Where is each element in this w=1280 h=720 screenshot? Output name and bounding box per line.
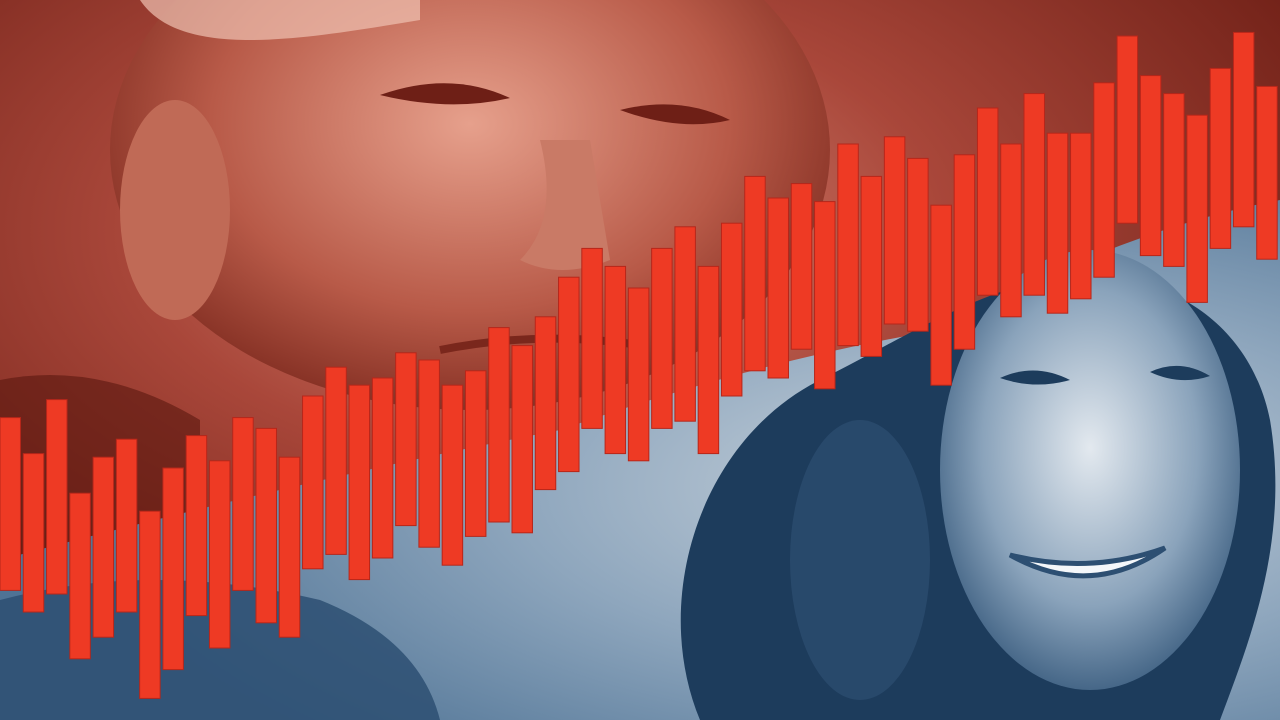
red-bar bbox=[814, 201, 836, 390]
red-bar bbox=[115, 438, 138, 613]
red-bar bbox=[674, 226, 696, 422]
red-bar bbox=[185, 435, 208, 617]
red-bar bbox=[790, 183, 813, 350]
red-bar bbox=[395, 352, 417, 527]
man-right-eye bbox=[620, 104, 730, 125]
red-bar bbox=[441, 384, 464, 566]
red-bar bbox=[883, 136, 906, 325]
red-bar bbox=[255, 427, 277, 624]
red-bar bbox=[92, 456, 115, 638]
man-left-eye bbox=[380, 83, 510, 105]
woman-left-eye bbox=[1000, 370, 1070, 385]
man-hair bbox=[140, 0, 420, 40]
red-bar bbox=[1093, 82, 1115, 278]
red-bar bbox=[1256, 85, 1278, 260]
red-bar bbox=[139, 510, 161, 699]
woman-smile bbox=[1008, 545, 1167, 579]
red-bar bbox=[837, 143, 859, 347]
red-bar bbox=[1116, 35, 1139, 224]
woman-curls bbox=[790, 420, 930, 700]
red-bar bbox=[767, 197, 789, 379]
red-bar bbox=[860, 175, 883, 357]
red-bar bbox=[651, 247, 673, 429]
red-bar bbox=[488, 327, 510, 523]
woman-face bbox=[940, 250, 1240, 690]
red-bar bbox=[558, 276, 580, 473]
red-bar bbox=[46, 399, 68, 595]
red-bar bbox=[348, 384, 371, 581]
red-bar bbox=[1186, 114, 1208, 303]
red-bar bbox=[930, 204, 952, 386]
red-bar bbox=[1023, 93, 1045, 296]
red-bar bbox=[325, 366, 347, 555]
red-bar bbox=[22, 453, 45, 613]
man-ear bbox=[120, 100, 230, 320]
red-bar bbox=[511, 345, 533, 534]
red-bar bbox=[162, 467, 184, 671]
red-bar bbox=[1046, 132, 1069, 314]
red-bar bbox=[69, 492, 91, 660]
red-bar bbox=[953, 154, 976, 350]
red-bar bbox=[720, 222, 743, 397]
red-bar bbox=[232, 417, 254, 591]
man-face bbox=[110, 0, 830, 410]
red-bar bbox=[1070, 132, 1092, 300]
red-bar bbox=[418, 359, 440, 548]
red-bar bbox=[976, 107, 999, 296]
man-nose bbox=[520, 140, 610, 270]
red-bar bbox=[744, 175, 766, 372]
red-bar bbox=[1000, 143, 1022, 318]
red-bar bbox=[464, 370, 487, 537]
red-bar bbox=[581, 247, 603, 429]
red-bar bbox=[1163, 93, 1185, 267]
woman-right-eye bbox=[1150, 365, 1210, 381]
red-bar bbox=[0, 417, 21, 591]
red-bar bbox=[1232, 31, 1255, 228]
red-bar bbox=[208, 460, 231, 649]
red-bar bbox=[907, 157, 929, 332]
red-bar bbox=[534, 316, 557, 491]
red-bar bbox=[1209, 67, 1232, 249]
red-bar bbox=[278, 456, 301, 638]
red-bar bbox=[604, 265, 627, 455]
red-bar bbox=[697, 265, 720, 455]
red-bar bbox=[1139, 75, 1162, 257]
red-bar bbox=[302, 395, 324, 570]
red-bar bbox=[371, 377, 394, 559]
red-bar bbox=[627, 287, 650, 462]
